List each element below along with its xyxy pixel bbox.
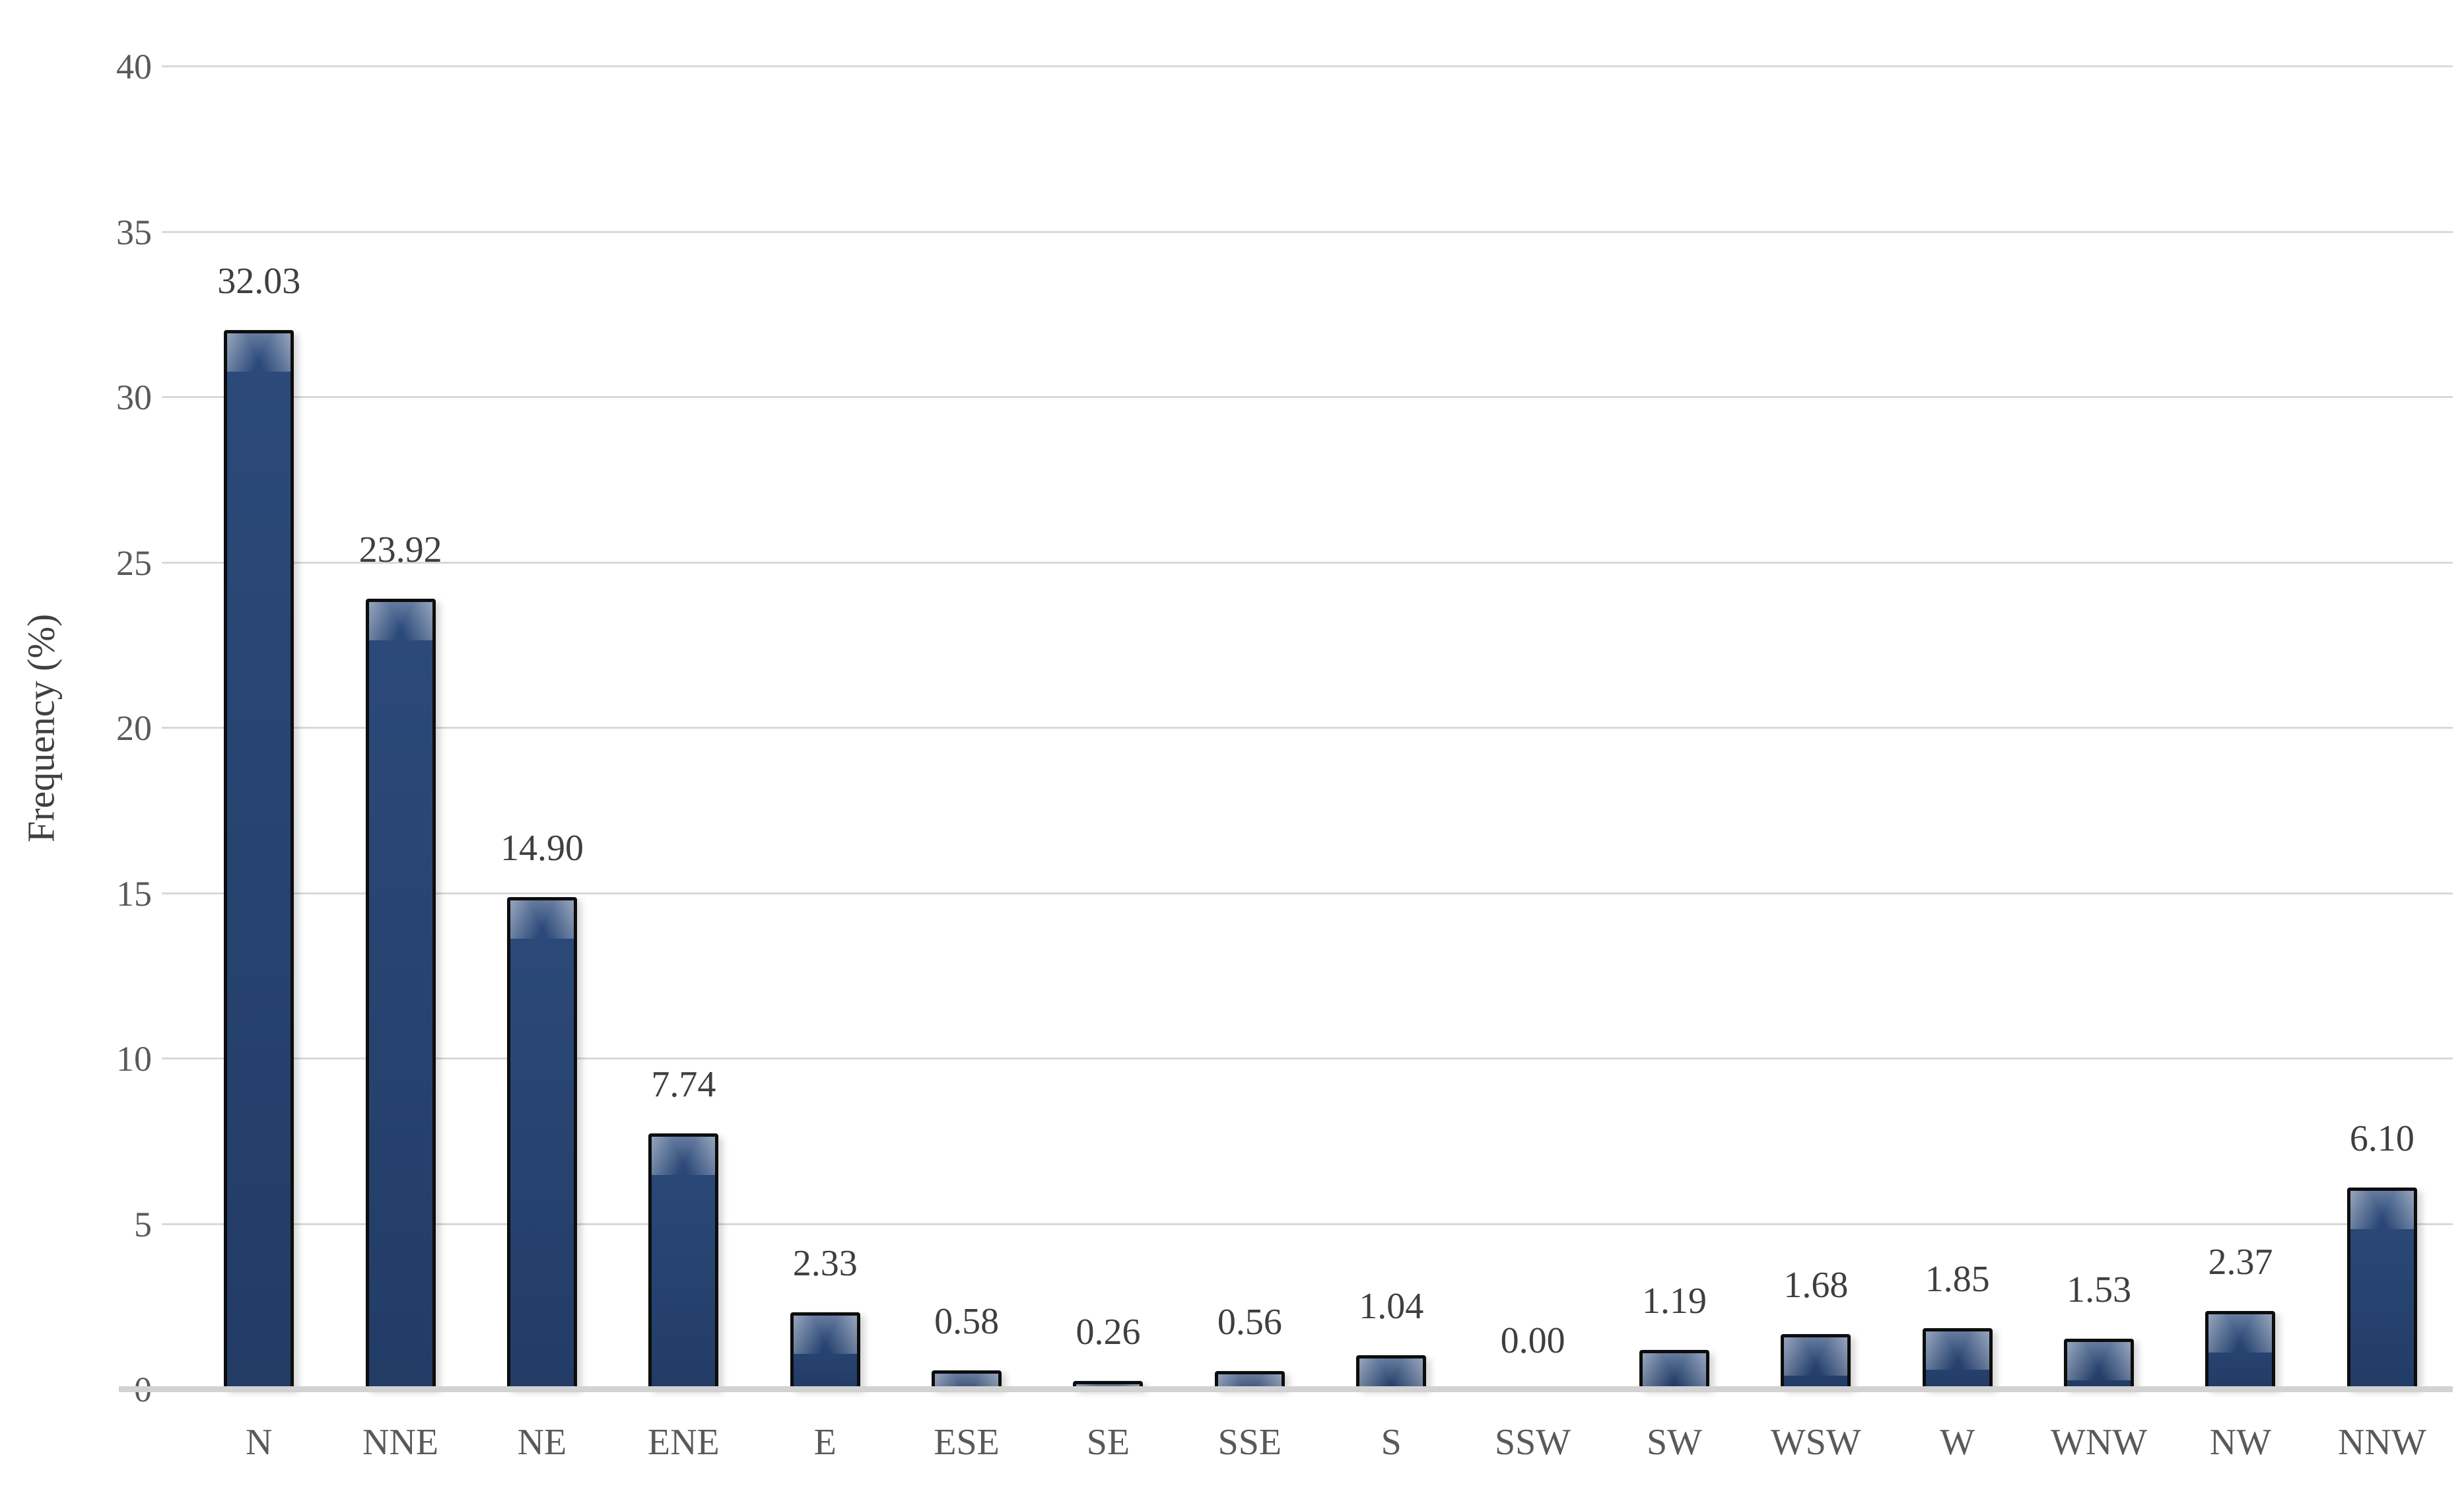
- bar-slot: 14.90: [471, 67, 613, 1390]
- x-category-label: WNW: [2050, 1422, 2148, 1463]
- bar: [2346, 1188, 2417, 1390]
- bar: [2064, 1339, 2135, 1390]
- bar-value-label: 0.00: [1500, 1320, 1565, 1361]
- bar: [365, 598, 436, 1390]
- x-category-label: NW: [2209, 1422, 2272, 1463]
- bar-value-label: 1.04: [1359, 1285, 1424, 1327]
- bar-slot: 1.19: [1604, 67, 1745, 1390]
- x-category-label: E: [813, 1422, 837, 1463]
- x-category-label: W: [1940, 1422, 1975, 1463]
- x-category-label: NE: [517, 1422, 567, 1463]
- bar-slot: 2.33: [755, 67, 896, 1390]
- x-category-label: SSE: [1217, 1422, 1282, 1463]
- x-category-label: NNE: [362, 1422, 439, 1463]
- bar-slot: 1.85: [1887, 67, 2028, 1390]
- bar-value-label: 1.68: [1783, 1264, 1849, 1306]
- x-category-label: S: [1381, 1422, 1402, 1463]
- x-category-label: SSW: [1494, 1422, 1571, 1463]
- bar-value-label: 1.53: [2067, 1269, 2132, 1311]
- x-category-label: SE: [1086, 1422, 1130, 1463]
- gridline: [162, 727, 2453, 729]
- gridline: [162, 1058, 2453, 1059]
- gridline: [162, 561, 2453, 564]
- y-tick-label: 25: [116, 543, 152, 583]
- x-category-label: ENE: [647, 1422, 720, 1463]
- gridline: [162, 65, 2453, 67]
- x-category-label: NNW: [2337, 1422, 2426, 1463]
- bar: [1356, 1355, 1427, 1390]
- bar-value-label: 0.26: [1076, 1311, 1141, 1353]
- bar-slot: 0.58: [896, 67, 1037, 1390]
- y-tick-label: 20: [116, 708, 152, 748]
- bar-slot: 32.03: [188, 67, 329, 1390]
- bar-slot: 0.56: [1179, 67, 1320, 1390]
- bar-value-label: 0.56: [1217, 1301, 1282, 1343]
- x-category-label: ESE: [934, 1422, 1000, 1463]
- bar-value-label: 14.90: [500, 827, 584, 869]
- bar-slot: 0.26: [1037, 67, 1179, 1390]
- bar-value-label: 32.03: [217, 261, 301, 302]
- x-category-label: SW: [1646, 1422, 1702, 1463]
- gridline: [162, 396, 2453, 398]
- bar-slot: 1.04: [1320, 67, 1462, 1390]
- bar-slot: 1.68: [1745, 67, 1886, 1390]
- bar-value-label: 6.10: [2349, 1118, 2414, 1160]
- bar-value-label: 0.58: [934, 1300, 1000, 1342]
- bar-slot: 2.37: [2170, 67, 2311, 1390]
- x-axis-labels: N NNE NE ENE E ESE SE SSE S SSW SW WSW W WNW NW NNW: [188, 1419, 2453, 1465]
- bar: [1639, 1350, 1709, 1390]
- bar-slot: 7.74: [613, 67, 754, 1390]
- x-category-label: WSW: [1770, 1422, 1861, 1463]
- bar-value-label: 7.74: [651, 1064, 716, 1106]
- bar-slot: 1.53: [2028, 67, 2170, 1390]
- bar-slot: 23.92: [329, 67, 471, 1390]
- bar-value-label: 1.85: [1925, 1259, 1990, 1300]
- y-tick-label: 5: [134, 1204, 152, 1244]
- y-tick-label: 30: [116, 378, 152, 417]
- y-tick-label: 35: [116, 212, 152, 252]
- gridline: [162, 230, 2453, 233]
- bar: [506, 896, 577, 1390]
- bar: [2205, 1311, 2276, 1390]
- bar-value-label: 2.33: [792, 1243, 858, 1285]
- x-axis-baseline: [119, 1386, 2453, 1392]
- bar: [648, 1133, 719, 1390]
- bar: [1922, 1328, 1993, 1390]
- y-tick-label: 15: [116, 873, 152, 914]
- y-tick-label: 40: [116, 47, 152, 86]
- y-tick-label: 10: [116, 1039, 152, 1079]
- bar-value-label: 23.92: [359, 529, 442, 570]
- bars-layer: 32.03 23.92 14.90 7.74 2.33 0.58 0.26 0.56 1.04 0…: [188, 67, 2453, 1390]
- bar-slot: 0.00: [1462, 67, 1603, 1390]
- gridline: [162, 1223, 2453, 1225]
- gridline: [162, 892, 2453, 894]
- x-category-label: N: [245, 1422, 273, 1463]
- bar-value-label: 1.19: [1641, 1281, 1707, 1322]
- bar-slot: 6.10: [2311, 67, 2453, 1390]
- bar: [224, 330, 294, 1390]
- bar: [790, 1312, 860, 1390]
- bar: [1781, 1333, 1851, 1390]
- bar-value-label: 2.37: [2208, 1242, 2273, 1283]
- plot-area: 0510152025303540 32.0323.9214.907.742.33…: [116, 47, 2453, 1409]
